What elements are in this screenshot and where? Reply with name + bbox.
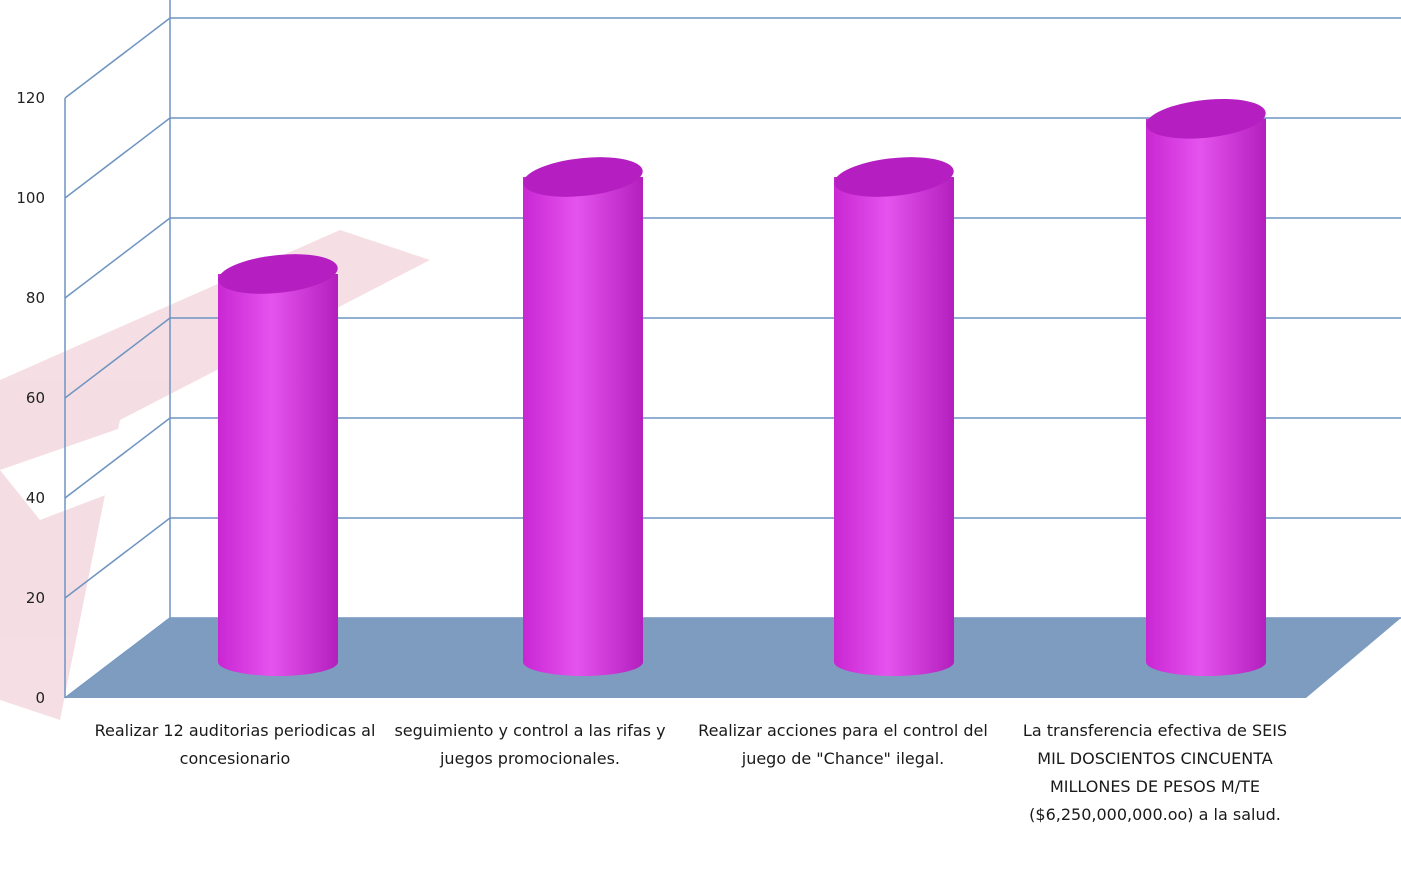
bar-body xyxy=(523,177,643,676)
chart-floor xyxy=(65,618,1401,698)
y-tick-label: 120 xyxy=(16,89,45,107)
bar xyxy=(834,157,954,676)
y-tick-label: 20 xyxy=(26,589,45,607)
gridline-diagonal xyxy=(64,417,171,499)
bar xyxy=(1146,98,1266,677)
gridline-diagonal xyxy=(64,317,171,399)
bar-top xyxy=(1146,98,1266,139)
bar xyxy=(523,157,643,676)
bar-body xyxy=(218,274,338,676)
background-watermark xyxy=(0,230,430,720)
bar-top xyxy=(218,254,338,294)
gridline-diagonal xyxy=(64,517,171,599)
y-tick-label: 40 xyxy=(26,489,45,507)
x-category-label: Realizar acciones para el control del ju… xyxy=(698,721,988,768)
x-category-label: La transferencia efectiva de SEIS MIL DO… xyxy=(1022,721,1288,824)
bar-body xyxy=(834,177,954,676)
y-tick-label: 60 xyxy=(26,389,45,407)
bar xyxy=(218,254,338,676)
y-tick-label: 80 xyxy=(26,289,45,307)
y-tick-label: 0 xyxy=(35,689,45,707)
x-category-label: seguimiento y control a las rifas y jueg… xyxy=(394,721,666,768)
y-tick-label: 100 xyxy=(16,189,45,207)
gridline-diagonal xyxy=(64,217,171,299)
gridline-diagonal xyxy=(64,117,171,199)
bar-body xyxy=(1146,118,1266,677)
bar-top xyxy=(834,157,954,197)
x-category-label: Realizar 12 auditorias periodicas al con… xyxy=(94,721,376,768)
bar-top xyxy=(523,157,643,197)
gridline-diagonal xyxy=(64,17,171,99)
